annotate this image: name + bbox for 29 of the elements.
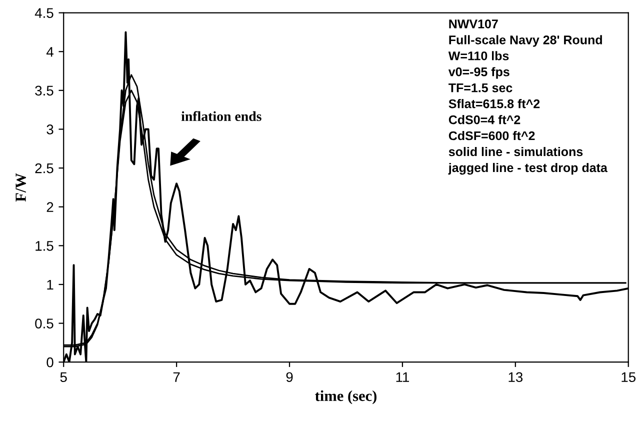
y-tick-label: 4 [46,47,54,57]
y-tick-label: 3 [46,124,54,134]
annotation: solid line - simulations [448,146,583,156]
annotation: inflation ends [181,111,262,122]
x-tick-label: 5 [60,372,67,382]
annotation: CdSF=600 ft^2 [448,130,535,140]
y-tick-label: 1 [47,280,54,290]
y-tick-label: 1.5 [36,241,54,251]
annotation: TF=1.5 sec [448,84,512,92]
y-tick-label: 3.5 [35,86,54,96]
annotation: Full-scale Navy 28' Round [449,35,602,47]
annotation: v0=-95 fps [448,67,510,79]
y-axis-title: F/W [16,173,26,202]
annotation: CdS0=4 ft^2 [448,115,520,124]
y-tick-label: 0.5 [35,318,54,328]
y-tick-label: 0 [46,357,54,368]
y-tick-label: 4.5 [34,8,54,18]
x-axis-title: time (sec) [315,390,376,404]
annotation: NWV107 [449,20,498,28]
y-tick-label: 2.5 [35,163,54,174]
x-tick-label: 15 [622,372,636,382]
annotation: Sflat=615.8 ft^2 [448,99,540,108]
x-tick-label: 11 [396,372,409,382]
x-tick-label: 7 [173,372,180,382]
x-tick-label: 13 [508,372,523,382]
annotation: jagged line - test drop data [448,162,608,175]
annotation: W=110 lbs [448,51,509,60]
y-tick-label: 2 [46,202,54,212]
x-tick-label: 9 [286,372,293,382]
